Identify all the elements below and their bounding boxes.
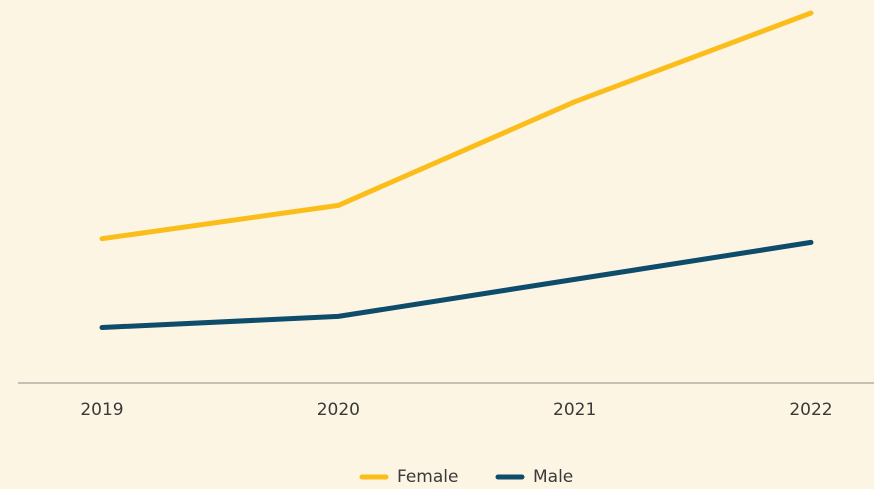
x-tick-label: 2021	[553, 400, 596, 420]
line-series	[99, 239, 814, 330]
legend-label: Female	[397, 467, 458, 487]
x-tick-label: 2022	[789, 400, 832, 420]
x-tick-label: 2020	[317, 400, 360, 420]
x-tick-label: 2019	[80, 400, 123, 420]
legend-label: Male	[533, 467, 573, 487]
line-series	[99, 10, 814, 242]
